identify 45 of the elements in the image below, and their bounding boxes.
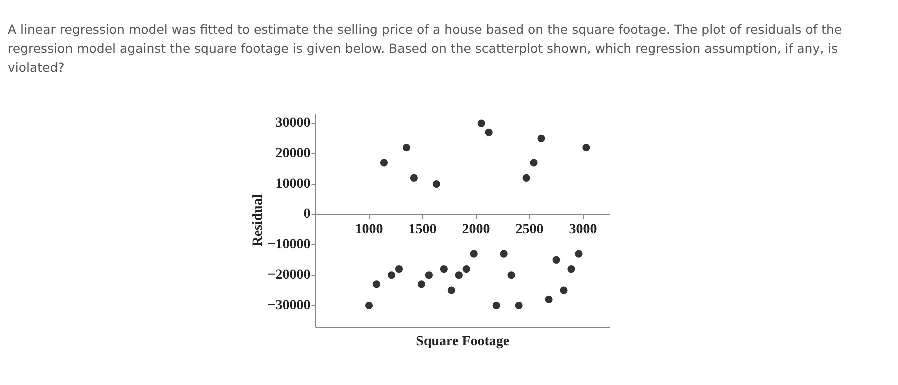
point: [402, 144, 411, 152]
chart-title: A linear regression model was fitted to estimate the selling price of a house based on the square footage. The plot of residuals of the regression model against the square footage is given below. Based on the scatterplot shown, which regression assumption, if any, is violated?: [8, 21, 844, 77]
point: [492, 302, 500, 310]
point: [530, 159, 538, 167]
point: [485, 128, 493, 136]
point: [478, 120, 486, 128]
point: [455, 272, 463, 280]
point: [545, 296, 553, 304]
y-tick-label: −30000: [268, 298, 311, 314]
x-tick-label: 3000: [569, 222, 598, 238]
point: [500, 250, 508, 258]
point: [425, 272, 433, 280]
point: [522, 174, 530, 182]
point: [372, 280, 381, 288]
point: [582, 144, 590, 152]
point: [388, 272, 396, 280]
point: [448, 286, 456, 294]
point: [568, 265, 576, 274]
x-axis-title: Square Footage: [416, 334, 510, 350]
point: [515, 302, 523, 310]
y-axis-title: Residual: [251, 194, 266, 247]
point: [575, 250, 583, 258]
x-tick-label: 2000: [462, 222, 490, 238]
point: [538, 134, 546, 142]
point: [410, 174, 418, 182]
point: [462, 265, 470, 274]
x-tick-label: 1000: [355, 222, 384, 238]
point: [418, 280, 426, 288]
point: [365, 302, 374, 310]
y-tick-label: 10000: [276, 176, 311, 192]
point: [432, 180, 440, 188]
x-tick-label: 2500: [516, 222, 544, 238]
point: [552, 256, 560, 264]
point: [440, 265, 448, 274]
y-tick-label: 30000: [276, 116, 311, 132]
point: [508, 272, 516, 280]
point: [380, 159, 388, 167]
y-tick-label: −10000: [268, 238, 311, 253]
point: [560, 286, 568, 294]
y-tick-label: 20000: [276, 146, 311, 162]
point: [395, 265, 404, 274]
y-tick-label: −20000: [268, 268, 311, 283]
point: [470, 250, 478, 258]
y-tick-label: 0: [304, 207, 311, 222]
x-tick-label: 1500: [408, 222, 437, 238]
